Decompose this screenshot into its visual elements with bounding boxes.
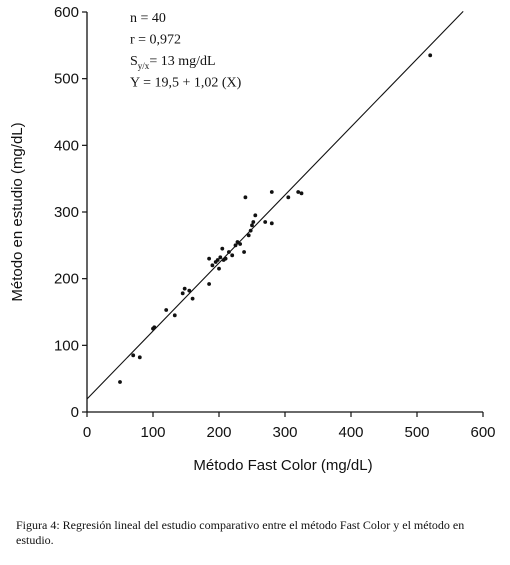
data-point (286, 195, 291, 200)
annotation-text: Y = 19,5 + 1,02 (X) (130, 76, 242, 91)
data-point (269, 190, 274, 194)
data-point (299, 191, 304, 196)
data-point (118, 380, 122, 384)
data-point (263, 220, 268, 224)
y-tick-label: 400 (54, 137, 79, 154)
y-axis-label: Método en estudio (mg/dL) (9, 122, 26, 301)
data-point (223, 256, 228, 261)
x-tick-label: 100 (140, 424, 165, 441)
x-tick-label: 200 (206, 424, 231, 441)
data-point (131, 353, 136, 358)
data-point (269, 221, 274, 226)
data-point (250, 223, 254, 228)
annotation: n = 40 (130, 11, 166, 26)
data-point (230, 253, 235, 258)
data-point (251, 220, 256, 224)
data-point (220, 246, 225, 251)
y-tick-label: 300 (54, 204, 79, 221)
annotation: Y = 19,5 + 1,02 (X) (130, 76, 242, 91)
data-point (207, 256, 212, 261)
data-point (210, 263, 215, 268)
annotation-text: S (130, 54, 138, 69)
data-point (235, 240, 240, 244)
y-tick-label: 500 (54, 71, 79, 88)
chart: Método Fast Color (mg/dL) Método en estu… (9, 4, 496, 474)
data-point (296, 190, 301, 194)
data-point (187, 288, 192, 293)
data-point (182, 286, 187, 291)
figure-caption: Figura 4: Regresión lineal del estudio c… (16, 518, 465, 547)
data-point (238, 242, 243, 246)
data-point (218, 255, 223, 260)
x-tick-label: 400 (338, 424, 363, 441)
x-axis-label: Método Fast Color (mg/dL) (193, 457, 372, 474)
x-tick-label: 0 (83, 424, 91, 441)
y-tick-label: 100 (54, 337, 79, 354)
annotation: r = 0,972 (130, 33, 181, 48)
annotation-subscript: y/x (138, 61, 150, 71)
x-tick-label: 600 (470, 424, 495, 441)
regression-line (86, 10, 464, 400)
data-point (164, 308, 169, 312)
x-tick-label: 300 (272, 424, 297, 441)
annotation-text: n = 40 (130, 11, 166, 26)
data-point (246, 233, 251, 238)
data-point (243, 195, 248, 200)
data-point (428, 53, 433, 58)
data-point (152, 325, 157, 330)
data-point (217, 266, 221, 271)
data-point (190, 296, 195, 301)
y-tick-label: 200 (54, 271, 79, 288)
annotation-text: = 13 mg/dL (149, 54, 215, 69)
y-tick-label: 600 (54, 4, 79, 21)
data-point (227, 250, 231, 254)
y-tick-label: 0 (71, 404, 79, 421)
data-point (215, 258, 220, 262)
data-point (137, 355, 142, 360)
data-point (180, 291, 185, 296)
data-point (233, 243, 238, 248)
annotation: Sy/x= 13 mg/dL (130, 54, 216, 71)
data-point (248, 228, 253, 233)
data-point (253, 213, 258, 218)
x-tick-label: 500 (404, 424, 429, 441)
data-point (242, 250, 246, 254)
data-point (207, 282, 212, 286)
annotation-text: r = 0,972 (130, 33, 181, 48)
data-point (172, 313, 177, 318)
